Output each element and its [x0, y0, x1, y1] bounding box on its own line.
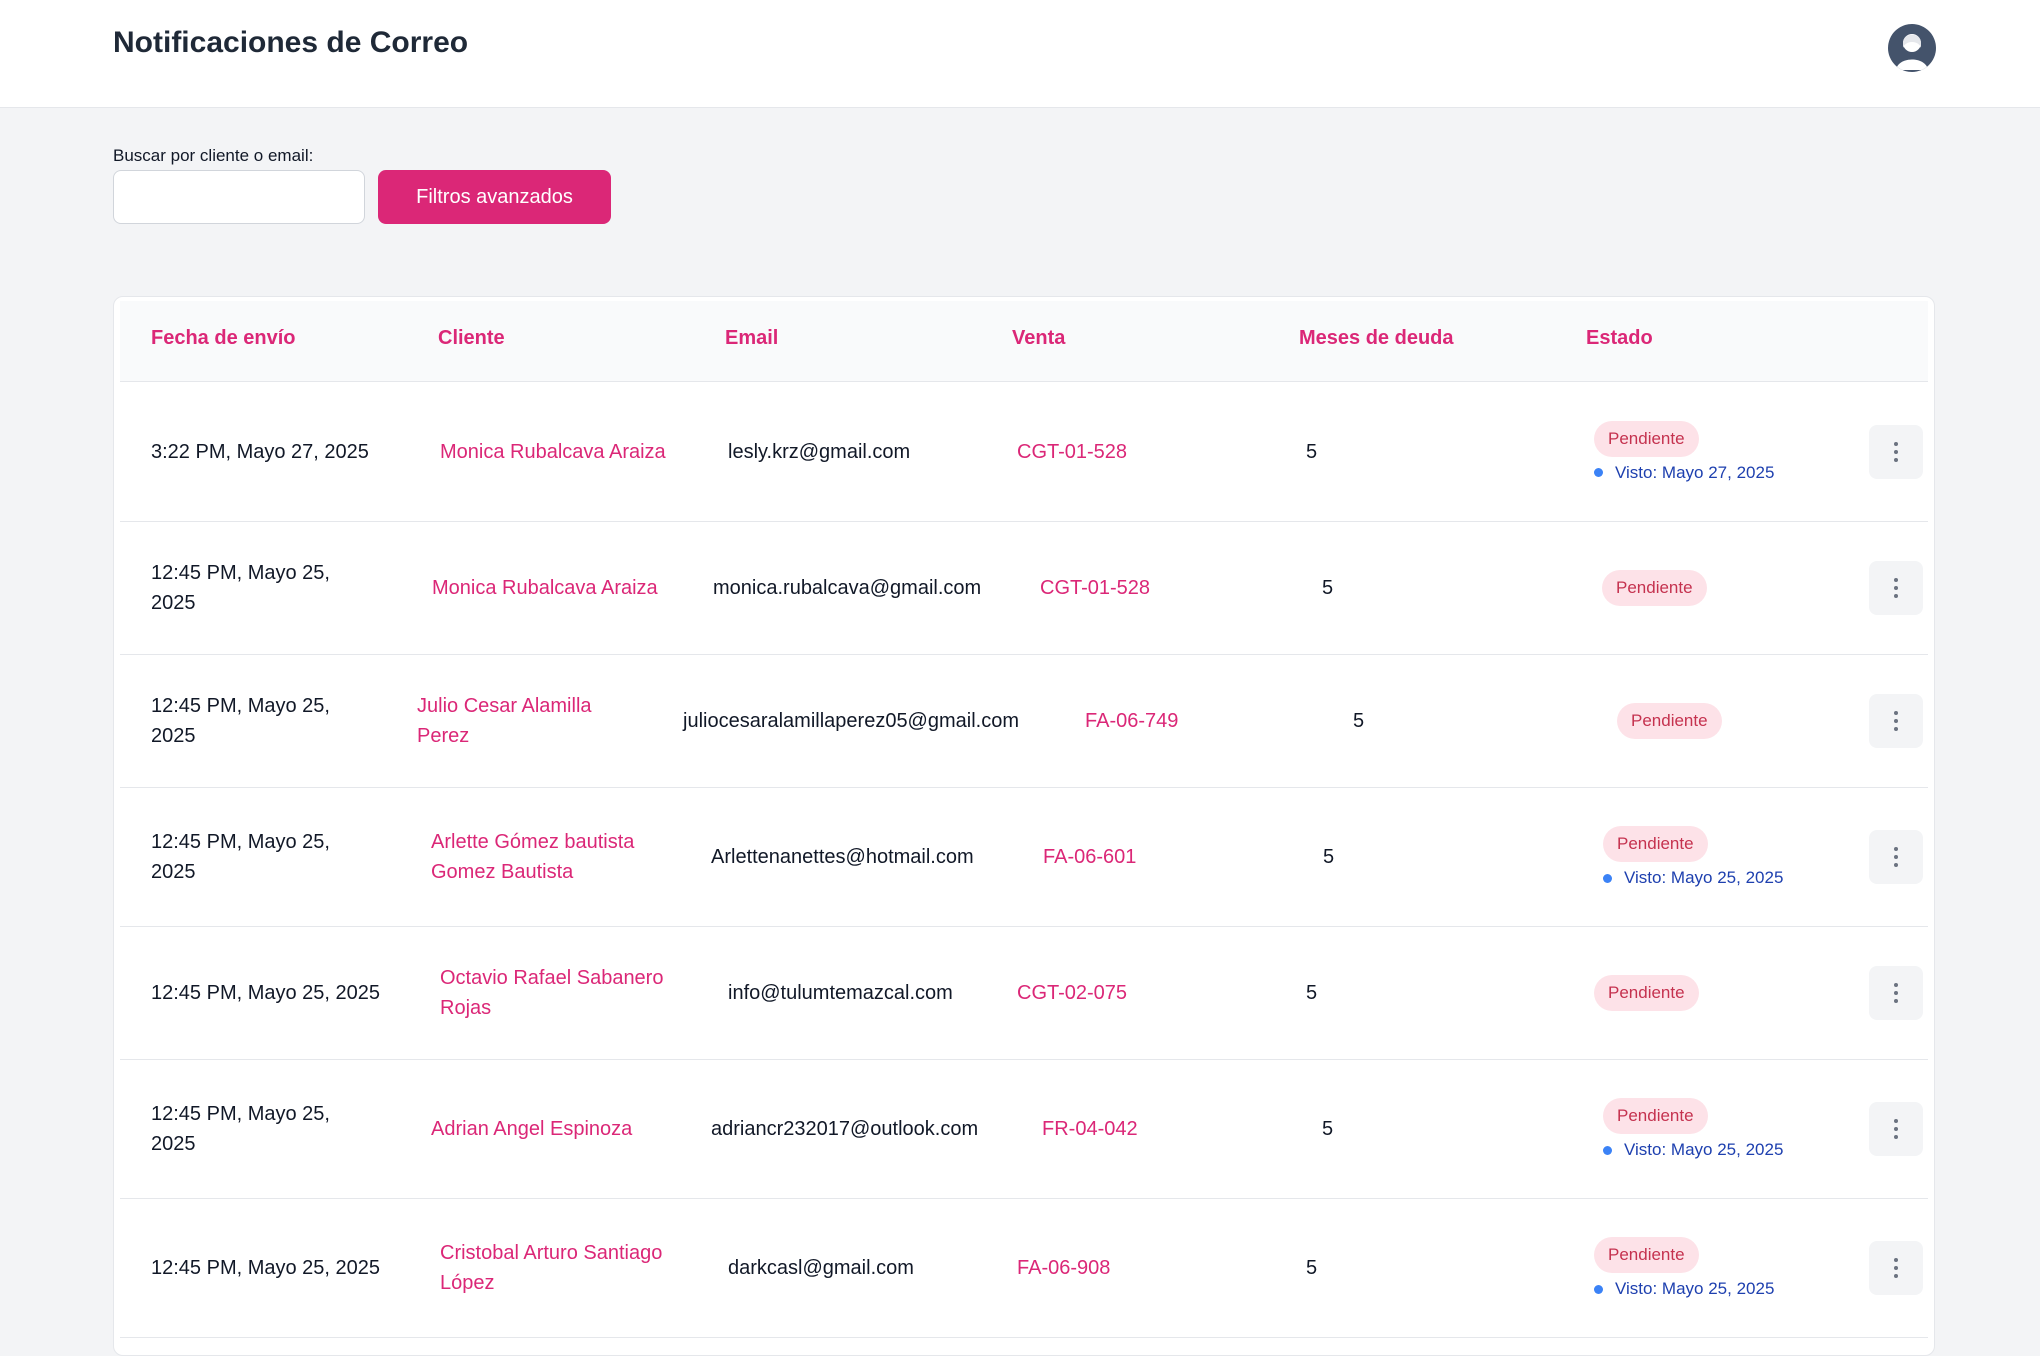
more-vertical-icon: [1894, 441, 1898, 446]
status-badge: Pendiente: [1594, 1237, 1699, 1273]
client-email: darkcasl@gmail.com: [728, 1257, 914, 1279]
more-vertical-icon: [1894, 1119, 1898, 1123]
seen-indicator: Visto: Mayo 25, 2025: [1594, 1279, 1774, 1299]
sale-link[interactable]: FA-06-908: [1017, 1257, 1111, 1279]
status-cell: Pendiente: [1594, 975, 1699, 1011]
client-link[interactable]: Arlette Gómez bautista Gomez Bautista: [431, 831, 635, 883]
client-link[interactable]: Octavio Rafael Sabanero Rojas: [440, 967, 664, 1019]
search-input[interactable]: [113, 170, 365, 224]
status-cell: Pendiente Visto: Mayo 25, 2025: [1603, 1098, 1783, 1160]
row-actions-button[interactable]: [1869, 830, 1923, 884]
table-row[interactable]: 12:45 PM, Mayo 25, 2025 Cristobal Arturo…: [120, 1199, 1928, 1338]
more-vertical-icon: [1894, 578, 1898, 582]
status-badge: Pendiente: [1594, 420, 1699, 457]
sale-link[interactable]: CGT-01-528: [1040, 577, 1151, 599]
client-link[interactable]: Adrian Angel Espinoza: [431, 1118, 633, 1140]
sale-link[interactable]: FR-04-042: [1042, 1118, 1138, 1140]
sent-date: 12:45 PM, Mayo 25, 2025: [151, 562, 330, 614]
table-row[interactable]: 12:45 PM, Mayo 25, 2025 Monica Rubalcava…: [120, 522, 1928, 655]
seen-dot-icon: [1603, 873, 1612, 883]
client-email: info@tulumtemazcal.com: [728, 982, 953, 1004]
status-badge: Pendiente: [1617, 703, 1722, 739]
seen-dot-icon: [1603, 1145, 1612, 1155]
client-email: monica.rubalcava@gmail.com: [713, 577, 982, 599]
seen-indicator: Visto: Mayo 27, 2025: [1594, 463, 1774, 483]
row-actions-button[interactable]: [1869, 1102, 1923, 1156]
more-vertical-icon: [1894, 711, 1898, 715]
sent-date: 12:45 PM, Mayo 25, 2025: [151, 1103, 330, 1155]
debt-months: 5: [1322, 1118, 1334, 1140]
table-row[interactable]: 3:22 PM, Mayo 27, 2025 Monica Rubalcava …: [120, 382, 1928, 522]
sent-date: 12:45 PM, Mayo 25, 2025: [151, 1257, 381, 1279]
column-header-months[interactable]: Meses de deuda: [1299, 327, 1454, 349]
debt-months: 5: [1353, 710, 1365, 732]
user-avatar-icon[interactable]: [1888, 24, 1936, 72]
status-cell: Pendiente Visto: Mayo 25, 2025: [1594, 1237, 1774, 1299]
column-header-client[interactable]: Cliente: [438, 327, 505, 349]
more-vertical-icon: [1894, 1258, 1898, 1262]
seen-dot-icon: [1594, 468, 1603, 477]
client-link[interactable]: Julio Cesar Alamilla Perez: [417, 695, 592, 747]
client-email: adriancr232017@outlook.com: [711, 1118, 979, 1140]
status-cell: Pendiente Visto: Mayo 27, 2025: [1594, 420, 1774, 483]
table-row[interactable]: 12:45 PM, Mayo 25, 2025 Arlette Gómez ba…: [120, 788, 1928, 927]
search-area: Buscar por cliente o email: Filtros avan…: [113, 146, 611, 224]
top-bar: Notificaciones de Correo: [0, 0, 2040, 108]
sent-date: 12:45 PM, Mayo 25, 2025: [151, 831, 330, 883]
column-header-sale[interactable]: Venta: [1012, 327, 1066, 349]
sent-date: 3:22 PM, Mayo 27, 2025: [151, 440, 369, 463]
row-actions-button[interactable]: [1869, 561, 1923, 615]
table-header: Fecha de envío Cliente Email Venta Meses…: [120, 301, 1928, 382]
client-email: Arlettenanettes@hotmail.com: [711, 846, 974, 868]
seen-text: Visto: Mayo 25, 2025: [1615, 1279, 1775, 1298]
row-actions-button[interactable]: [1869, 424, 1923, 479]
status-cell: Pendiente: [1617, 703, 1722, 739]
status-badge: Pendiente: [1602, 570, 1707, 606]
row-actions-button[interactable]: [1869, 966, 1923, 1020]
row-actions-button[interactable]: [1869, 1241, 1923, 1295]
debt-months: 5: [1322, 577, 1334, 599]
notifications-table: Fecha de envío Cliente Email Venta Meses…: [113, 296, 1935, 1356]
seen-text: Visto: Mayo 27, 2025: [1615, 462, 1775, 482]
row-actions-button[interactable]: [1869, 694, 1923, 748]
more-vertical-icon: [1894, 983, 1898, 987]
seen-indicator: Visto: Mayo 25, 2025: [1603, 1140, 1783, 1160]
debt-months: 5: [1306, 440, 1318, 463]
column-header-status[interactable]: Estado: [1586, 327, 1653, 349]
page-title: Notificaciones de Correo: [113, 26, 469, 59]
sent-date: 12:45 PM, Mayo 25, 2025: [151, 695, 330, 747]
seen-text: Visto: Mayo 25, 2025: [1624, 1140, 1784, 1159]
column-header-email[interactable]: Email: [725, 327, 779, 349]
sent-date: 12:45 PM, Mayo 25, 2025: [151, 982, 381, 1004]
sale-link[interactable]: FA-06-601: [1043, 846, 1137, 868]
status-cell: Pendiente Visto: Mayo 25, 2025: [1603, 826, 1783, 888]
more-vertical-icon: [1894, 847, 1898, 851]
table-row[interactable]: 12:45 PM, Mayo 25, 2025 Julio Cesar Alam…: [120, 655, 1928, 788]
seen-text: Visto: Mayo 25, 2025: [1624, 868, 1784, 887]
client-link[interactable]: Monica Rubalcava Araiza: [440, 440, 666, 463]
status-badge: Pendiente: [1603, 1098, 1708, 1134]
table-body: 3:22 PM, Mayo 27, 2025 Monica Rubalcava …: [120, 382, 1928, 1338]
debt-months: 5: [1323, 846, 1335, 868]
search-label: Buscar por cliente o email:: [113, 146, 314, 165]
sale-link[interactable]: CGT-02-075: [1017, 982, 1128, 1004]
seen-dot-icon: [1594, 1284, 1603, 1294]
status-cell: Pendiente: [1602, 570, 1707, 606]
column-header-date[interactable]: Fecha de envío: [151, 327, 296, 349]
status-badge: Pendiente: [1594, 975, 1699, 1011]
seen-indicator: Visto: Mayo 25, 2025: [1603, 868, 1783, 888]
debt-months: 5: [1306, 1257, 1318, 1279]
client-email: juliocesaralamillaperez05@gmail.com: [683, 710, 1019, 732]
search-row: Filtros avanzados: [113, 170, 611, 224]
sale-link[interactable]: FA-06-749: [1085, 710, 1179, 732]
advanced-filters-button[interactable]: Filtros avanzados: [378, 170, 611, 224]
client-link[interactable]: Monica Rubalcava Araiza: [432, 577, 658, 599]
status-badge: Pendiente: [1603, 826, 1708, 862]
sale-link[interactable]: CGT-01-528: [1017, 440, 1128, 463]
client-email: lesly.krz@gmail.com: [728, 440, 911, 463]
table-row[interactable]: 12:45 PM, Mayo 25, 2025 Octavio Rafael S…: [120, 927, 1928, 1060]
table-row[interactable]: 12:45 PM, Mayo 25, 2025 Adrian Angel Esp…: [120, 1060, 1928, 1199]
client-link[interactable]: Cristobal Arturo Santiago López: [440, 1242, 663, 1294]
debt-months: 5: [1306, 982, 1318, 1004]
